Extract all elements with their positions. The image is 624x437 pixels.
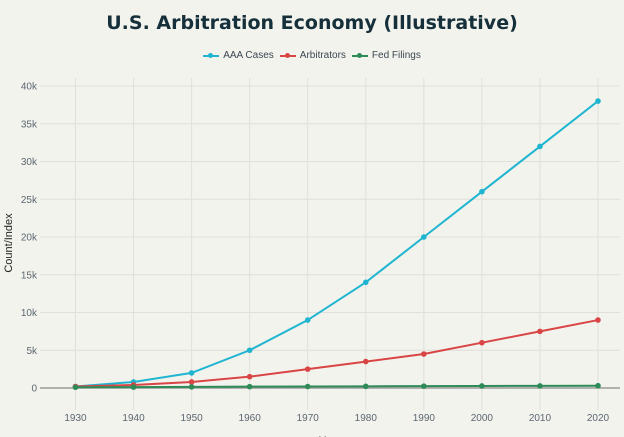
data-point — [304, 317, 311, 323]
x-tick-label: 1930 — [64, 413, 87, 424]
data-point — [421, 383, 427, 389]
data-point — [130, 384, 137, 390]
x-tick-label: 1950 — [180, 413, 203, 424]
data-point — [246, 373, 253, 380]
x-tick-label: 2000 — [471, 413, 494, 424]
y-tick-label: 35k — [21, 119, 38, 130]
x-tick-label: 2020 — [587, 413, 610, 424]
y-tick-label: 5k — [26, 346, 38, 357]
x-tick-label: 1940 — [122, 413, 145, 424]
legend-swatch-icon — [351, 52, 368, 58]
y-tick-label: 25k — [21, 195, 38, 206]
data-point — [479, 188, 485, 195]
x-tick-label: 2010 — [529, 413, 552, 424]
legend-item[interactable]: Fed Filings — [351, 50, 421, 61]
data-point — [246, 347, 253, 354]
data-point — [362, 383, 369, 390]
data-point — [479, 339, 485, 346]
legend-label: Arbitrators — [299, 50, 346, 61]
data-point — [304, 383, 311, 390]
legend-label: AAA Cases — [223, 50, 274, 61]
series-line-aaa-cases — [75, 100, 599, 388]
x-tick-label: 1980 — [355, 413, 378, 424]
x-tick-label: 1970 — [297, 413, 320, 424]
x-tick-label: 1990 — [413, 413, 436, 424]
data-point — [537, 383, 543, 389]
data-point — [595, 98, 601, 104]
data-point — [595, 317, 601, 323]
legend-swatch-icon — [279, 52, 296, 58]
legend-item[interactable]: Arbitrators — [279, 50, 346, 61]
legend-label: Fed Filings — [371, 50, 421, 61]
x-axis-title: Year — [319, 435, 342, 437]
data-point — [362, 358, 369, 365]
series-line-fed-filings — [75, 384, 599, 389]
series-line-arbitrators — [75, 319, 599, 388]
data-point — [362, 279, 369, 286]
y-axis-title: Count/Index — [3, 213, 15, 273]
data-point — [479, 383, 485, 389]
chart-title: U.S. Arbitration Economy (Illustrative) — [106, 12, 518, 34]
legend: AAA Cases Arbitrators Fed Filings — [0, 50, 624, 61]
data-point — [188, 384, 195, 390]
data-point — [246, 383, 253, 390]
y-tick-label: 15k — [21, 270, 38, 281]
data-point — [72, 384, 79, 391]
data-point — [595, 382, 601, 389]
y-tick-label: 10k — [21, 308, 38, 319]
data-point — [421, 351, 427, 357]
y-tick-label: 30k — [21, 157, 38, 168]
y-tick-label: 20k — [21, 233, 38, 244]
data-point — [537, 328, 543, 335]
x-tick-label: 1960 — [239, 413, 262, 424]
data-point — [421, 234, 427, 240]
legend-swatch-icon — [203, 52, 220, 58]
y-tick-label: 0 — [31, 384, 37, 395]
legend-item[interactable]: AAA Cases — [203, 50, 274, 61]
data-point — [537, 143, 543, 150]
data-point — [188, 370, 195, 376]
data-point — [188, 379, 195, 385]
y-tick-label: 40k — [21, 82, 38, 93]
data-point — [304, 366, 311, 372]
